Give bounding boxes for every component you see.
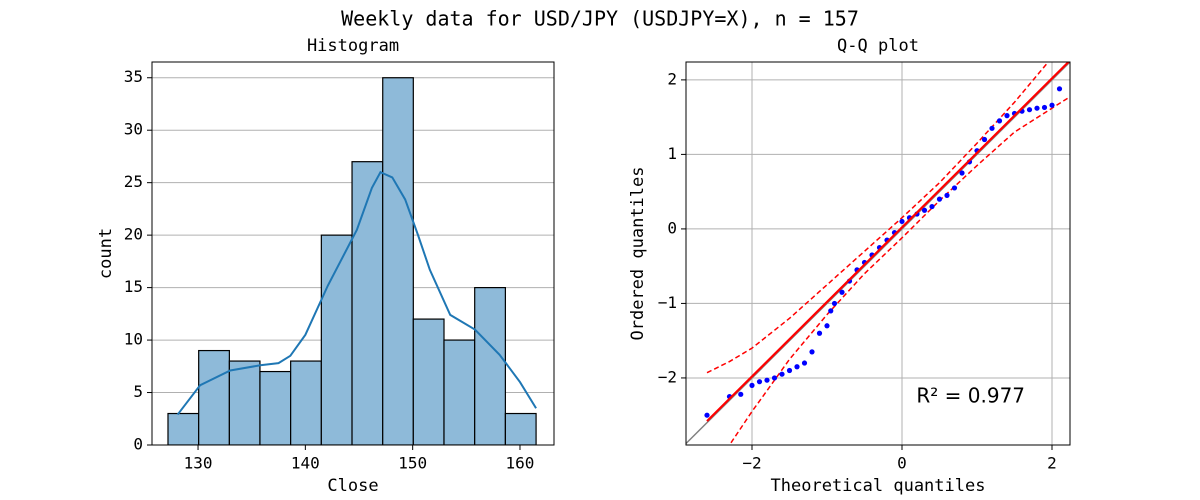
bar [259,370,292,445]
point [824,323,830,329]
x-tick-label: 2 [1047,454,1057,473]
point [1041,104,1048,111]
confidence-band [706,62,1050,374]
point [981,136,988,143]
fit-line [706,62,1070,422]
point [749,382,755,388]
point [779,371,785,377]
point [771,375,778,381]
bar [443,339,476,445]
x-tick-label: 140 [291,454,320,473]
x-tick-label: 0 [897,454,907,473]
x-tick-label: −2 [742,454,761,473]
point [1026,107,1033,113]
point [786,367,793,374]
point [936,196,943,202]
x-tick-label: 130 [184,454,213,473]
y-tick-label: −2 [658,367,677,386]
point [764,377,770,383]
point [951,185,958,191]
plot-area [152,77,554,445]
y-tick-label: 0 [667,218,677,237]
bar [412,318,445,445]
kde-line [176,170,537,416]
y-tick-label: 35 [124,67,143,86]
x-axis-label: Theoretical quantiles [771,476,986,496]
plot-area [686,62,1070,445]
point [1056,86,1063,92]
point [1049,102,1055,108]
x-axis-label: Close [327,476,378,496]
point [929,203,935,210]
bar [474,287,506,445]
bar [290,360,322,445]
subplot-title: Q-Q plot [837,36,919,56]
y-tick-label: 20 [124,225,143,244]
y-tick-label: 5 [133,382,143,401]
point [756,379,763,385]
point [839,289,845,295]
y-tick-label: −1 [658,293,677,312]
point [1034,105,1040,111]
bar [198,349,230,445]
point [809,349,815,355]
annotation: R² = 0.977 [916,384,1025,408]
y-tick-label: 15 [124,277,143,296]
axes-frame [685,61,1071,446]
point [794,364,800,370]
bar [167,412,200,445]
point [996,118,1003,124]
point [959,170,965,176]
y-axis-label: Ordered quantiles [628,167,648,341]
y-tick-label: 25 [124,172,143,191]
point [801,360,808,366]
point [944,192,950,198]
point [816,330,823,336]
bar [351,161,384,445]
point [1004,113,1010,119]
subplot-title: Histogram [307,36,399,56]
y-tick-label: 30 [124,120,143,139]
figure-title: Weekly data for USD/JPY (USDJPY=X), n = … [341,7,859,31]
bar [382,77,414,445]
point [828,308,834,314]
y-tick-label: 0 [133,435,143,454]
y-tick-label: 10 [124,330,143,349]
point [921,207,928,213]
point [738,391,744,397]
y-tick-label: 2 [667,69,677,88]
x-tick-label: 150 [398,454,427,473]
point [704,412,710,418]
y-axis-label: count [96,228,116,279]
point [989,125,995,131]
bar [228,360,261,445]
point [899,218,905,225]
confidence-band [728,95,1070,445]
bar [504,412,537,445]
point [831,300,838,307]
y-tick-label: 1 [667,144,677,163]
axes-frame [151,61,555,446]
x-tick-label: 160 [506,454,535,473]
